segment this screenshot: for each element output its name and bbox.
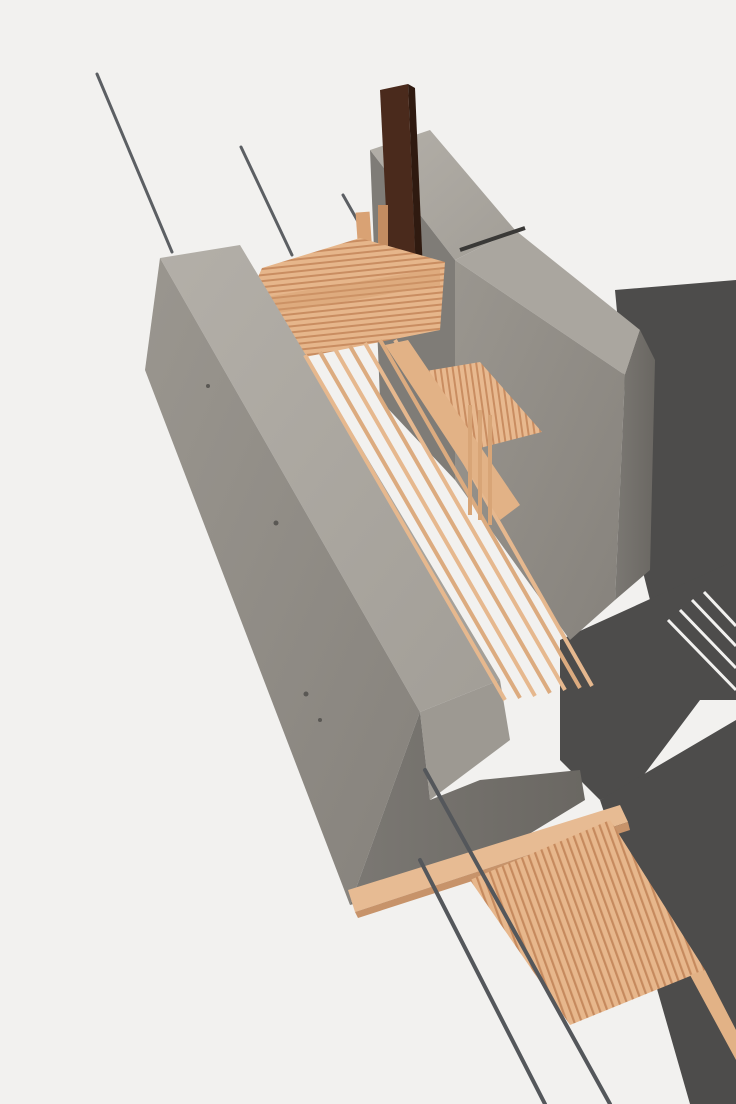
wood-vertical-fins <box>468 405 492 525</box>
wood-ribbed-plane-upper <box>248 238 445 368</box>
wood-ribbed-plate-lower <box>470 820 736 1060</box>
steel-rods-front <box>418 768 612 1104</box>
concrete-block-front <box>145 245 585 905</box>
shadow-slats <box>666 590 736 692</box>
wood-ribbed-plane-middle <box>385 340 542 520</box>
